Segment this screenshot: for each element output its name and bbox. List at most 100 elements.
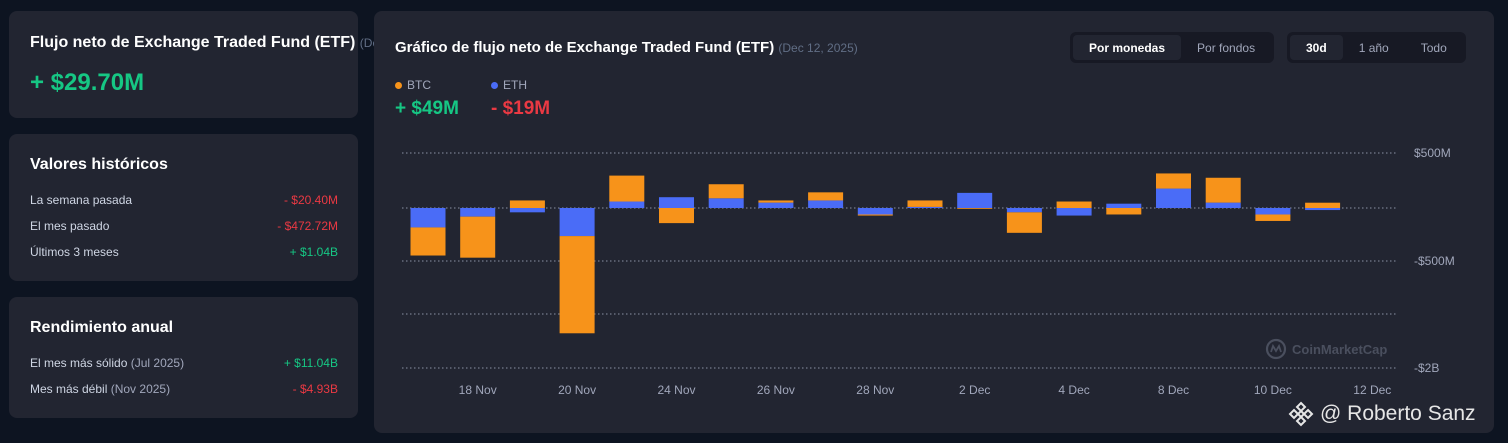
bar-eth[interactable] — [1305, 208, 1341, 211]
chart-title-text: Gráfico de flujo neto de Exchange Traded… — [395, 39, 775, 56]
historical-row: El mes pasado - $472.72M — [30, 219, 338, 233]
x-tick-label: 10 Dec — [1254, 383, 1292, 397]
bar-btc[interactable] — [957, 208, 993, 209]
bar-btc[interactable] — [758, 200, 794, 203]
annual-row: El mes más sólido (Jul 2025) + $11.04B — [30, 356, 338, 370]
range-toggle: 30d 1 año Todo — [1287, 32, 1466, 63]
legend-btc-value: + $49M — [395, 98, 459, 119]
bar-btc[interactable] — [1305, 202, 1341, 208]
coinmarketcap-watermark: CoinMarketCap — [1292, 342, 1387, 357]
bar-btc[interactable] — [1156, 173, 1191, 189]
net-flow-value: + $29.70M — [30, 69, 145, 96]
bar-btc[interactable] — [857, 214, 893, 216]
x-tick-label: 18 Nov — [459, 383, 497, 397]
bar-eth[interactable] — [1106, 203, 1142, 208]
bar-btc[interactable] — [1006, 212, 1042, 233]
net-flow-title-text: Flujo neto de Exchange Traded Fund (ETF) — [30, 34, 356, 51]
tab-todo[interactable]: Todo — [1420, 40, 1447, 55]
historical-row: La semana pasada - $20.40M — [30, 193, 338, 207]
bar-eth[interactable] — [808, 200, 844, 208]
bar-btc[interactable] — [559, 236, 595, 334]
bar-eth[interactable] — [659, 197, 694, 208]
bar-btc[interactable] — [509, 200, 545, 208]
historical-row: Últimos 3 meses + $1.04B — [30, 245, 338, 259]
historical-row-value: + $1.04B — [289, 245, 338, 259]
tab-por-monedas[interactable]: Por monedas — [1073, 35, 1182, 60]
etf-flow-chart-card: Gráfico de flujo neto de Exchange Traded… — [374, 11, 1494, 433]
y-tick-label: -$500M — [1414, 254, 1455, 268]
coinmarketcap-icon — [1265, 338, 1287, 360]
x-tick-label: 28 Nov — [856, 383, 894, 397]
bar-btc[interactable] — [1056, 201, 1092, 208]
net-flow-card: Flujo neto de Exchange Traded Fund (ETF)… — [9, 11, 439, 118]
btc-dot-icon — [395, 81, 402, 89]
annual-row-value: + $11.04B — [283, 356, 338, 370]
legend-eth-value: - $19M — [491, 98, 551, 119]
bar-eth[interactable] — [857, 208, 893, 215]
x-tick-label: 2 Dec — [959, 383, 990, 397]
historical-row-label: El mes pasado — [30, 219, 110, 233]
bar-btc[interactable] — [1255, 214, 1291, 221]
bar-eth[interactable] — [410, 208, 446, 228]
bar-btc[interactable] — [659, 208, 694, 224]
bar-btc[interactable] — [1205, 177, 1241, 203]
bar-btc[interactable] — [708, 184, 744, 199]
annual-title: Rendimiento anual — [30, 319, 174, 336]
historical-row-value: - $20.40M — [283, 193, 338, 207]
bar-eth[interactable] — [1156, 188, 1191, 208]
bar-btc[interactable] — [907, 200, 943, 207]
x-tick-label: 24 Nov — [657, 383, 695, 397]
x-tick-label: 26 Nov — [757, 383, 795, 397]
annual-row-value: - $4.93B — [292, 382, 338, 396]
bar-eth[interactable] — [460, 208, 496, 217]
bar-eth[interactable] — [559, 208, 595, 237]
annual-row-sub: (Nov 2025) — [110, 382, 171, 396]
coinmarketcap-logo: CoinMarketCap — [1265, 338, 1387, 360]
y-tick-label: -$2B — [1414, 361, 1439, 375]
chart-date: (Dec 12, 2025) — [778, 41, 858, 55]
bar-eth[interactable] — [1006, 208, 1042, 213]
binance-logo-icon — [1288, 401, 1314, 427]
bar-eth[interactable] — [1255, 208, 1291, 215]
tab-por-fondos[interactable]: Por fondos — [1197, 40, 1256, 55]
y-tick-label: $500M — [1414, 146, 1451, 160]
bar-btc[interactable] — [460, 216, 496, 258]
tab-30d[interactable]: 30d — [1290, 35, 1343, 60]
legend-btc: BTC + $49M — [395, 78, 459, 120]
annual-row-label-text: Mes más débil — [30, 382, 108, 396]
bar-eth[interactable] — [758, 202, 794, 208]
bar-eth[interactable] — [1205, 202, 1241, 208]
bar-eth[interactable] — [708, 198, 744, 208]
legend-eth: ETH - $19M — [491, 78, 550, 120]
bar-eth[interactable] — [957, 192, 993, 208]
x-tick-label: 8 Dec — [1158, 383, 1189, 397]
chart-title: Gráfico de flujo neto de Exchange Traded… — [395, 39, 858, 56]
author-watermark: @ Roberto Sanz — [1288, 401, 1476, 427]
bar-btc[interactable] — [808, 192, 844, 201]
x-tick-label: 12 Dec — [1353, 383, 1391, 397]
historical-title: Valores históricos — [30, 156, 168, 173]
bar-btc[interactable] — [609, 175, 645, 202]
annual-row-label-text: El mes más sólido — [30, 356, 128, 370]
eth-dot-icon — [491, 81, 498, 89]
historical-row-value: - $472.72M — [277, 219, 338, 233]
historical-values-card: Valores históricos La semana pasada - $2… — [9, 134, 358, 281]
bar-btc[interactable] — [410, 227, 446, 256]
legend-btc-name: BTC — [407, 78, 431, 92]
historical-row-label: La semana pasada — [30, 193, 133, 207]
annual-performance-card: Rendimiento anual El mes más sólido (Jul… — [9, 297, 358, 418]
legend-eth-name: ETH — [503, 78, 527, 92]
annual-row-label: El mes más sólido (Jul 2025) — [30, 356, 184, 370]
bar-eth[interactable] — [509, 208, 545, 213]
group-toggle: Por monedas Por fondos — [1070, 32, 1275, 63]
author-watermark-text: @ Roberto Sanz — [1320, 402, 1476, 425]
bar-eth[interactable] — [907, 206, 943, 208]
annual-row-label: Mes más débil (Nov 2025) — [30, 382, 170, 396]
annual-row: Mes más débil (Nov 2025) - $4.93B — [30, 382, 338, 396]
bar-btc[interactable] — [1106, 208, 1142, 215]
tab-1-ano[interactable]: 1 año — [1358, 40, 1389, 55]
coinmarketcap-icon-mark — [1270, 343, 1282, 353]
bar-eth[interactable] — [1056, 208, 1092, 216]
bar-eth[interactable] — [609, 201, 645, 208]
etf-flow-bar-chart: $500M -$500M -$2B 18 Nov 20 Nov 24 Nov 26 Nov… — [402, 146, 1455, 397]
